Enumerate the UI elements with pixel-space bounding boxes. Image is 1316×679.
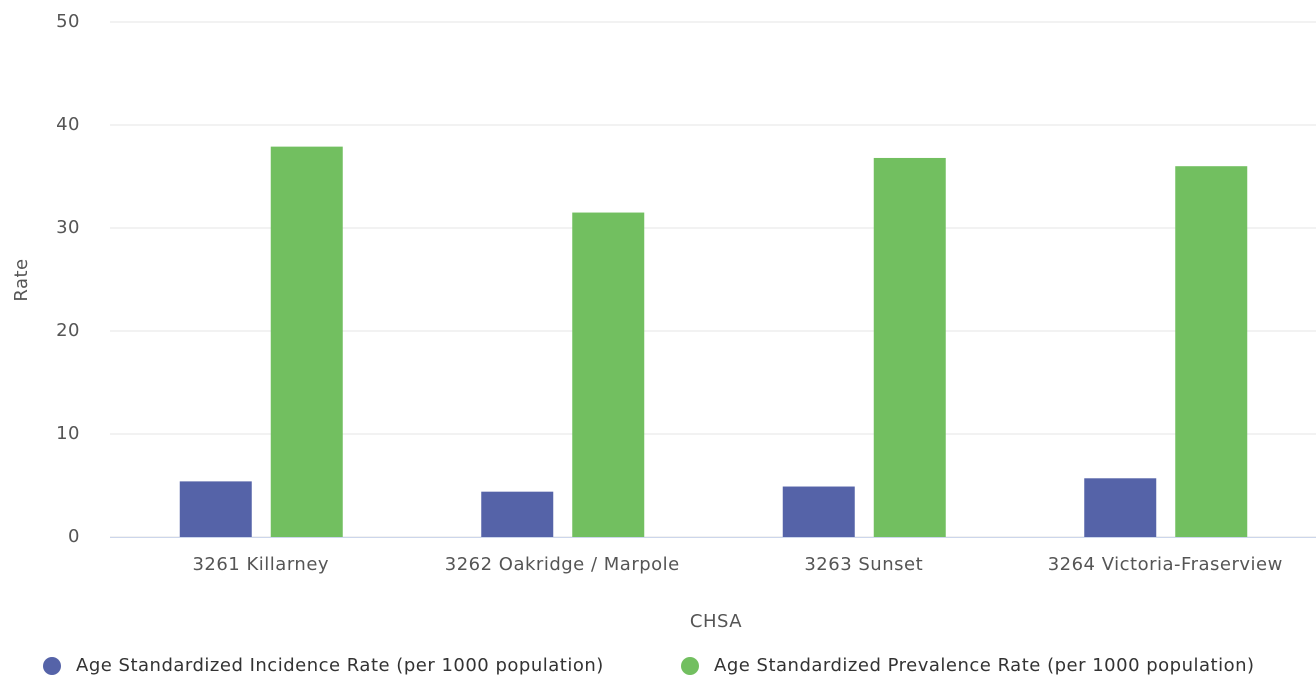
x-tick-label: 3263 Sunset xyxy=(804,554,923,575)
bar xyxy=(270,146,343,537)
bar xyxy=(179,481,252,537)
bar xyxy=(1084,478,1157,537)
bar xyxy=(1175,166,1248,537)
y-tick-label: 30 xyxy=(56,217,80,238)
legend-marker xyxy=(681,657,699,675)
x-tick-label: 3264 Victoria-Fraserview xyxy=(1048,554,1283,575)
bar xyxy=(782,486,855,537)
y-tick-label: 40 xyxy=(56,114,80,135)
bar xyxy=(873,157,946,537)
legend: Age Standardized Incidence Rate (per 100… xyxy=(43,655,1255,676)
legend-label: Age Standardized Prevalence Rate (per 10… xyxy=(714,655,1255,676)
x-tick-label: 3261 Killarney xyxy=(192,554,329,575)
x-axis-label: CHSA xyxy=(690,611,742,632)
legend-marker xyxy=(43,657,61,675)
x-tick-label: 3262 Oakridge / Marpole xyxy=(445,554,680,575)
y-axis-label: Rate xyxy=(11,258,32,301)
y-tick-label: 10 xyxy=(56,423,80,444)
y-tick-label: 50 xyxy=(56,11,80,32)
y-tick-label: 0 xyxy=(68,526,80,547)
y-tick-label: 20 xyxy=(56,320,80,341)
bar xyxy=(572,212,645,538)
bar xyxy=(481,491,554,537)
legend-label: Age Standardized Incidence Rate (per 100… xyxy=(76,655,604,676)
